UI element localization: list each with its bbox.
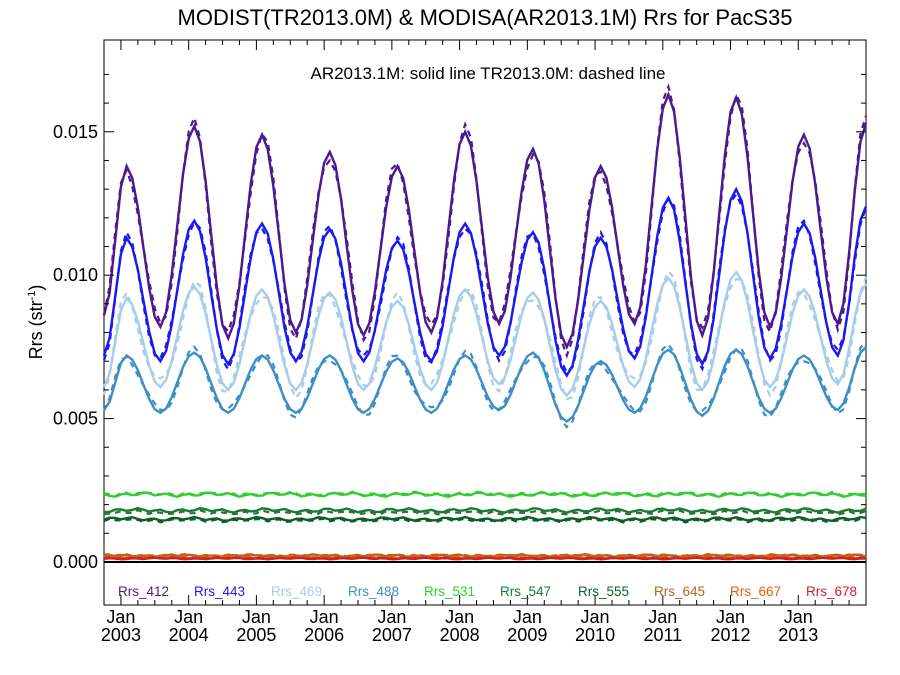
series-layer [102,83,868,561]
x-tick-year: 2008 [440,625,480,645]
x-tick-year: 2013 [778,625,818,645]
x-tick-month: Jan [784,607,813,627]
series-line-dashed-rrs_412 [102,83,868,359]
x-tick-month: Jan [581,607,610,627]
x-axis: Jan2003Jan2004Jan2005Jan2006Jan2007Jan20… [101,40,850,645]
legend-item-rrs_555: Rrs_555 [578,584,629,599]
y-axis-label-close: ) [26,285,46,291]
legend-item-rrs_678: Rrs_678 [806,584,857,599]
x-tick-year: 2003 [101,625,141,645]
x-tick-month: Jan [106,607,135,627]
legend-item-rrs_645: Rrs_645 [654,584,705,599]
x-tick-month: Jan [377,607,406,627]
x-tick-year: 2010 [575,625,615,645]
y-tick-label: 0.005 [53,409,98,429]
x-tick-month: Jan [716,607,745,627]
series-line-solid-rrs_443 [102,186,868,378]
y-axis-label: Rrs (str-1) [26,285,46,360]
legend-item-rrs_412: Rrs_412 [118,584,169,599]
series-line-dashed-rrs_555 [103,517,867,524]
series-line-dashed-rrs_488 [102,340,867,429]
y-axis-label-main: Rrs (str [26,300,46,359]
series-line-solid-rrs_547 [104,506,867,514]
y-tick-label: 0.015 [53,122,98,142]
series-line-solid-rrs_555 [103,515,867,523]
legend-item-rrs_547: Rrs_547 [500,584,551,599]
legend-item-rrs_469: Rrs_469 [271,584,322,599]
series-line-solid-rrs_412 [102,90,868,350]
x-tick-year: 2004 [169,625,209,645]
chart-title: MODIST(TR2013.0M) & MODISA(AR2013.1M) Rr… [178,5,793,30]
x-tick-month: Jan [445,607,474,627]
series-line-solid-rrs_678 [103,556,866,561]
x-tick-year: 2007 [372,625,412,645]
x-tick-year: 2006 [304,625,344,645]
x-tick-month: Jan [310,607,339,627]
legend-item-rrs_488: Rrs_488 [348,584,399,599]
x-tick-year: 2012 [711,625,751,645]
x-tick-year: 2005 [236,625,276,645]
plot-frame [103,39,867,606]
series-line-solid-rrs_488 [103,346,867,423]
legend-item-rrs_531: Rrs_531 [424,584,475,599]
series-line-solid-rrs_531 [103,491,867,499]
series-line-solid-rrs_469 [102,270,868,398]
line-style-annotation: AR2013.1M: solid line TR2013.0M: dashed … [310,64,665,83]
y-tick-label: 0.000 [53,552,98,572]
x-tick-month: Jan [648,607,677,627]
x-tick-year: 2011 [643,625,682,645]
legend: Rrs_412 Rrs_443 Rrs_469 Rrs_488 Rrs_531 Rrs_5… [118,584,857,599]
legend-item-rrs_667: Rrs_667 [730,584,781,599]
x-tick-month: Jan [174,607,203,627]
x-tick-year: 2009 [507,625,547,645]
legend-item-rrs_443: Rrs_443 [194,584,245,599]
x-tick-month: Jan [513,607,542,627]
y-tick-label: 0.010 [53,265,98,285]
x-tick-month: Jan [242,607,271,627]
y-axis: 0.000 0.005 0.010 0.015 [53,73,866,572]
y-axis-label-sup: -1 [26,291,38,301]
